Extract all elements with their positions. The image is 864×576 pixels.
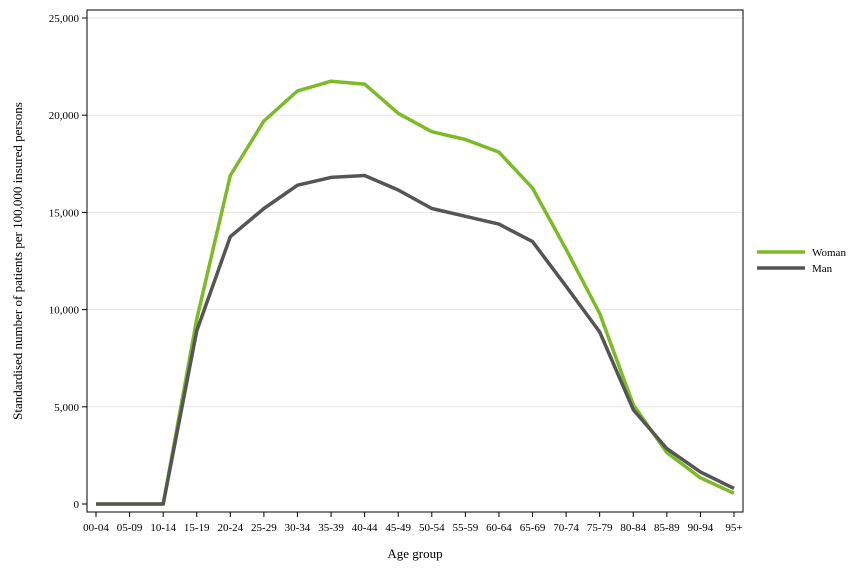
x-tick-label: 75-79 (587, 522, 613, 534)
x-tick-label: 40-44 (352, 522, 378, 534)
x-tick-label: 70-74 (553, 522, 579, 534)
x-tick-label: 45-49 (385, 522, 411, 534)
x-tick-label: 80-84 (620, 522, 646, 534)
x-tick-label: 55-59 (453, 522, 479, 534)
x-axis-title: Age group (387, 546, 442, 561)
series-line-woman (96, 79, 735, 506)
y-tick-label: 20,000 (49, 110, 80, 122)
x-tick-label: 60-64 (486, 522, 512, 534)
x-tick-label: 90-94 (688, 522, 714, 534)
x-tick-label: 15-19 (184, 522, 210, 534)
gridlines (87, 17, 743, 408)
series-lines (96, 79, 735, 506)
legend-label-woman: Woman (812, 247, 846, 259)
x-tick-label: 25-29 (251, 522, 277, 534)
plot-frame (86, 9, 744, 513)
x-tick-label: 10-14 (150, 522, 176, 534)
x-tick-label: 00-04 (83, 522, 109, 534)
y-tick-label: 15,000 (49, 207, 80, 219)
y-tick-label: 5,000 (54, 402, 79, 414)
x-axis: 00-04 05-09 10-14 15-19 20-24 25-29 30-34 35-39… (83, 512, 743, 534)
x-tick-label: 95+ (725, 522, 742, 534)
y-axis: 0 5,000 10,000 15,000 20,000 25,000 (49, 13, 87, 511)
y-tick-label: 0 (74, 499, 80, 511)
y-tick-label: 10,000 (49, 305, 80, 317)
y-axis-title: Standardised number of patients per 100,… (10, 102, 25, 420)
series-line-man (96, 173, 735, 506)
x-tick-label: 50-54 (419, 522, 445, 534)
legend-label-man: Man (812, 263, 833, 275)
x-tick-label: 65-69 (520, 522, 546, 534)
legend: Woman Man (757, 247, 846, 275)
x-tick-label: 85-89 (654, 522, 680, 534)
x-tick-label: 05-09 (117, 522, 143, 534)
y-tick-label: 25,000 (49, 13, 80, 25)
x-tick-label: 20-24 (217, 522, 243, 534)
x-tick-label: 30-34 (285, 522, 311, 534)
x-tick-label: 35-39 (318, 522, 344, 534)
